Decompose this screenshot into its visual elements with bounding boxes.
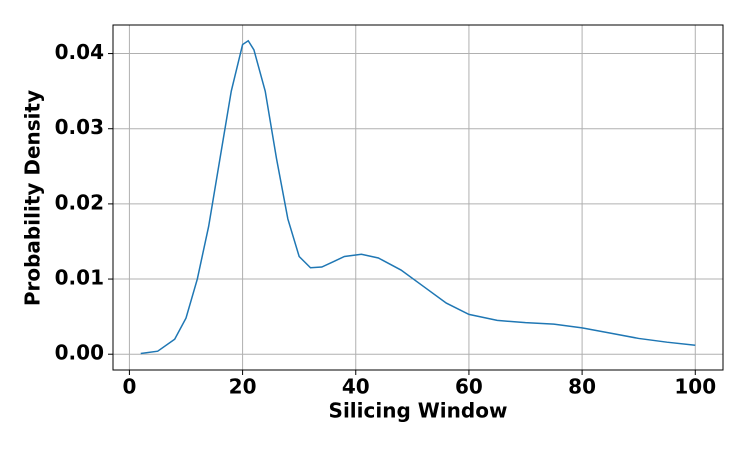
line xyxy=(140,39,696,355)
x-tick-label: 60 xyxy=(455,375,483,399)
y-tick-label: 0.01 xyxy=(55,266,104,290)
x-tick-label: 20 xyxy=(229,375,257,399)
y-tick-label: 0.04 xyxy=(55,40,104,64)
y-tick-label: 0.00 xyxy=(55,341,104,365)
y-tick-label: 0.02 xyxy=(55,190,104,214)
plot-frame xyxy=(112,24,724,371)
x-tick-label: 40 xyxy=(342,375,370,399)
y-tick-label: 0.03 xyxy=(55,115,104,139)
x-tick-label: 80 xyxy=(568,375,596,399)
y-axis-label: Probability Density xyxy=(21,90,45,306)
x-tick-label: 0 xyxy=(122,375,136,399)
x-tick-label: 100 xyxy=(674,375,716,399)
x-axis-label: Silicing Window xyxy=(329,399,508,423)
